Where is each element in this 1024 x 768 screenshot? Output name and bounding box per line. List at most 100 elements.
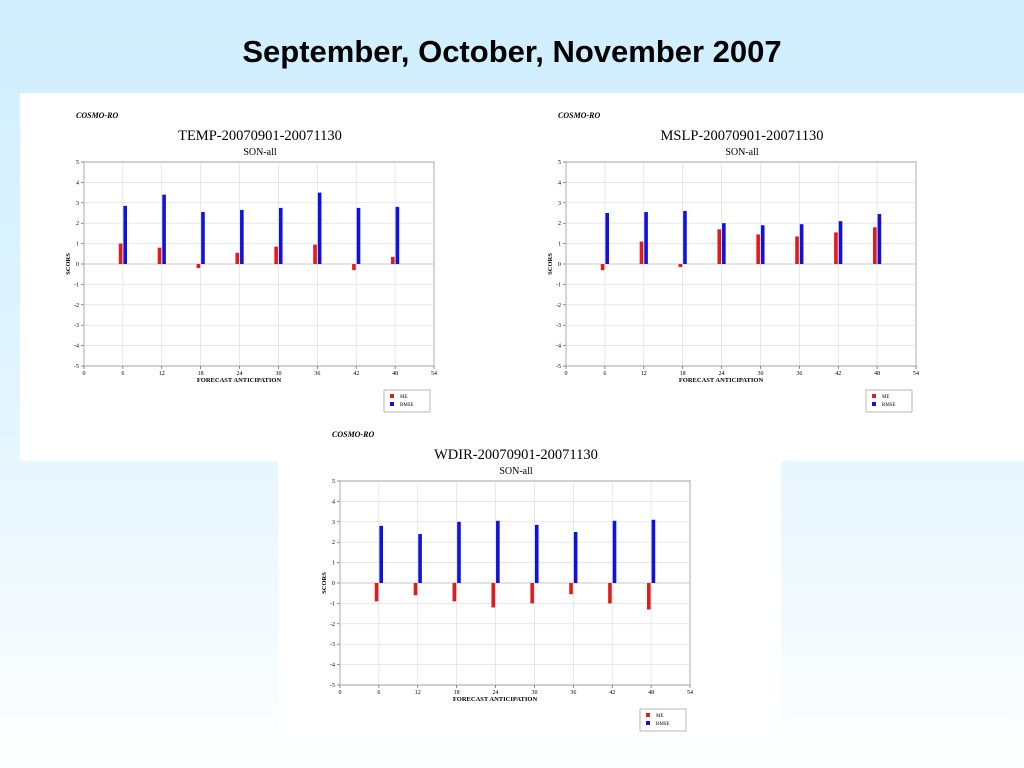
y-tick-label: 5 (558, 160, 561, 166)
x-tick-label: 54 (431, 371, 437, 377)
y-tick-label: 0 (558, 262, 561, 268)
y-tick-label: 2 (76, 221, 79, 227)
x-tick-label: 24 (493, 690, 499, 696)
x-tick-label: 12 (415, 690, 421, 696)
y-tick-label: 1 (332, 561, 335, 567)
bar-me (608, 583, 612, 604)
bar-rmse (162, 194, 166, 264)
bar-rmse (534, 524, 539, 583)
x-tick-label: 18 (454, 690, 460, 696)
x-tick-label: 42 (835, 371, 841, 377)
y-tick-label: 1 (76, 242, 79, 248)
mslp-chart-svg: COSMO-ROMSLP-20070901-20071130SON-all543… (547, 111, 919, 413)
legend-box (383, 389, 431, 413)
legend-label-rmse: RMSE (882, 403, 896, 408)
slide-title: September, October, November 2007 (242, 34, 782, 69)
x-tick-label: 30 (531, 690, 537, 696)
legend-label-rmse: RMSE (400, 403, 414, 408)
legend-swatch-me (646, 713, 650, 717)
wdir-chart-svg: COSMO-ROWDIR-20070901-20071130SON-all543… (321, 430, 693, 732)
bar-me (678, 264, 683, 268)
bar-me (374, 583, 379, 602)
y-tick-label: -1 (74, 282, 79, 288)
bar-rmse (838, 221, 843, 264)
bar-me (569, 583, 573, 595)
bar-me (647, 583, 651, 610)
bar-rmse (722, 223, 726, 264)
bar-rmse (317, 192, 322, 264)
x-tick-label: 0 (83, 371, 86, 377)
bar-rmse (123, 205, 127, 264)
y-tick-label: 0 (76, 262, 79, 268)
x-tick-label: 42 (609, 690, 615, 696)
chart-source-label: COSMO-RO (76, 111, 118, 120)
wdir-chart: COSMO-RO WDIR-20070901-20071130 SON-all 5 4 3… (318, 425, 698, 735)
bar-rmse (877, 214, 882, 264)
bar-me (196, 264, 201, 269)
y-tick-label: -3 (74, 323, 79, 329)
bar-rmse (612, 520, 617, 583)
bar-rmse (683, 210, 687, 264)
x-axis-label: FORECAST ANTICIPATION (679, 377, 764, 384)
legend-label-me: ME (656, 714, 664, 719)
x-tick-label: 54 (687, 690, 693, 696)
x-tick-label: 12 (641, 371, 647, 377)
legend-label-me: ME (400, 395, 408, 400)
x-tick-label: 54 (913, 371, 919, 377)
mslp-chart: COSMO-RO MSLP-20070901-20071130 SON-all 5 4 3… (544, 106, 924, 416)
x-tick-label: 18 (198, 371, 204, 377)
bar-rmse (573, 532, 578, 583)
bar-rmse (799, 224, 804, 264)
legend-swatch-me (390, 394, 394, 398)
bar-rmse (605, 213, 609, 264)
bar-me (391, 256, 395, 264)
legend-box (865, 389, 913, 413)
y-axis-label: SCORS (321, 572, 328, 594)
x-axis-label: FORECAST ANTICIPATION (197, 377, 282, 384)
bar-me (313, 244, 317, 264)
bar-rmse (457, 521, 461, 583)
bar-me (352, 264, 356, 271)
chart-source-label: COSMO-RO (332, 430, 374, 439)
y-tick-label: -4 (330, 663, 335, 669)
bar-me (756, 234, 760, 264)
chart-source-label: COSMO-RO (558, 111, 600, 120)
y-tick-label: -1 (330, 601, 335, 607)
bar-rmse (395, 206, 400, 264)
bar-rmse (240, 209, 244, 264)
x-tick-label: 18 (680, 371, 686, 377)
bar-me (452, 583, 457, 602)
bar-me (834, 232, 838, 264)
x-tick-label: 30 (757, 371, 763, 377)
x-tick-label: 6 (377, 690, 380, 696)
bar-me (873, 227, 877, 264)
y-tick-label: 2 (558, 221, 561, 227)
legend-swatch-rmse (390, 402, 394, 406)
chart-subtitle: SON-all (499, 466, 533, 477)
y-tick-label: 5 (332, 479, 335, 485)
legend-swatch-rmse (872, 402, 876, 406)
bar-me (600, 264, 605, 271)
chart-title: TEMP-20070901-20071130 (178, 128, 342, 144)
y-tick-label: 1 (558, 242, 561, 248)
x-tick-label: 36 (314, 371, 320, 377)
legend-swatch-me (872, 394, 876, 398)
bar-rmse (201, 211, 205, 264)
bar-me (530, 583, 534, 604)
chart-subtitle: SON-all (243, 147, 277, 158)
bar-me (795, 236, 799, 264)
y-tick-label: -2 (556, 303, 561, 309)
x-tick-label: 36 (796, 371, 802, 377)
bar-me (413, 583, 418, 596)
y-tick-label: -5 (74, 364, 79, 370)
x-tick-label: 12 (159, 371, 165, 377)
y-tick-label: 4 (76, 180, 79, 186)
bar-me (235, 252, 240, 264)
legend-box (639, 708, 687, 732)
y-tick-label: -2 (330, 622, 335, 628)
bar-me (491, 583, 496, 608)
x-axis-label: FORECAST ANTICIPATION (453, 696, 538, 703)
y-tick-label: -4 (74, 344, 79, 350)
y-axis-label: SCORS (65, 253, 72, 275)
bar-rmse (760, 225, 765, 264)
